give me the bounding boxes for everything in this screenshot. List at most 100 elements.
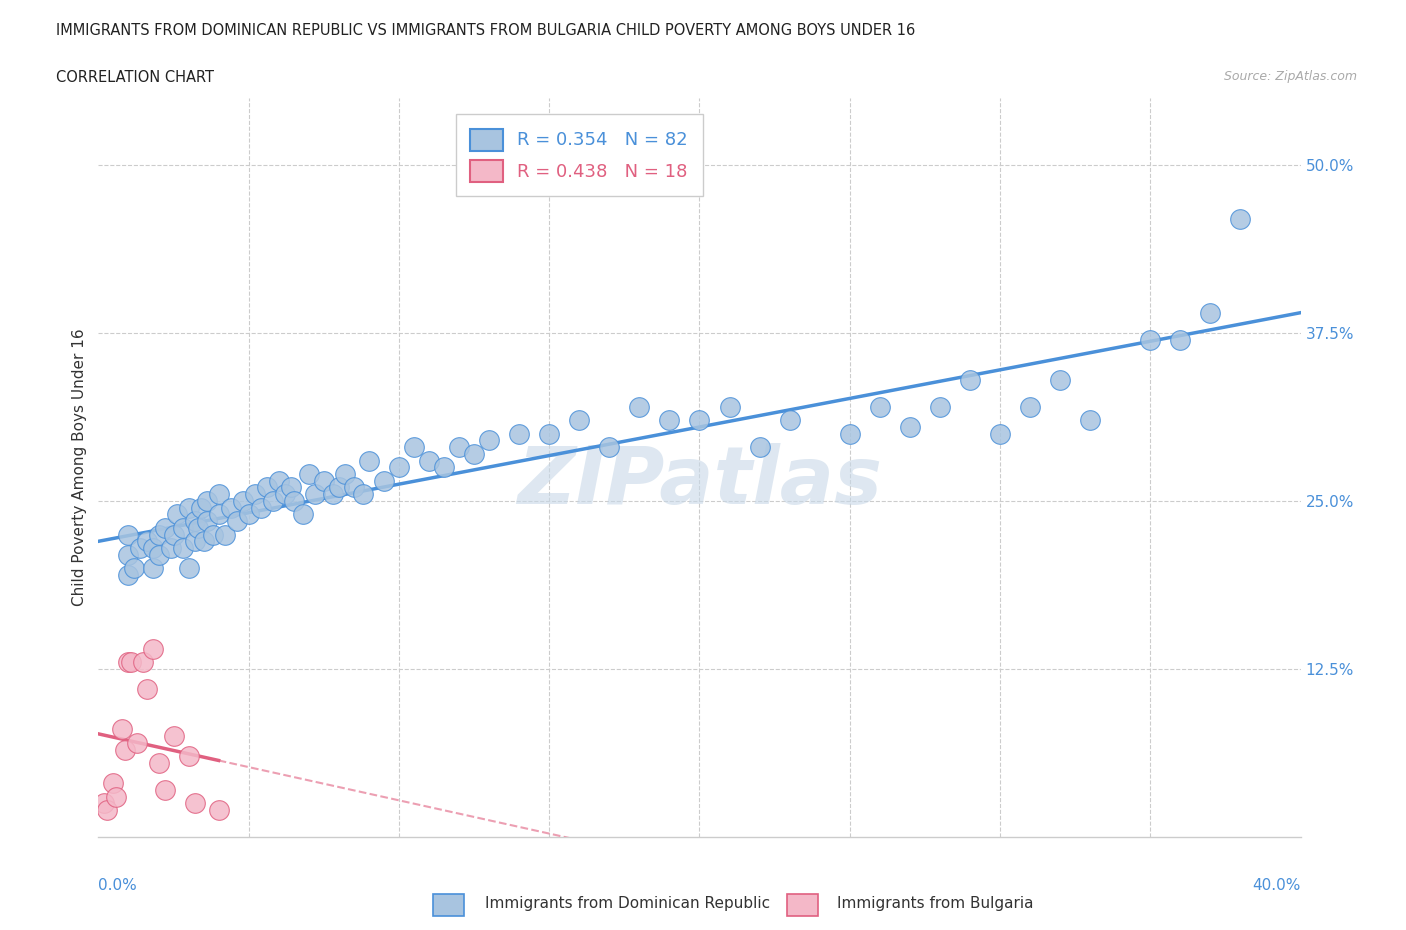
Point [117,547,139,562]
Text: Immigrants from Bulgaria: Immigrants from Bulgaria [837,897,1033,911]
Point [238,507,260,522]
Point [1078,413,1101,428]
Text: IMMIGRANTS FROM DOMINICAN REPUBLIC VS IMMIGRANTS FROM BULGARIA CHILD POVERTY AMO: IMMIGRANTS FROM DOMINICAN REPUBLIC VS IM… [56,23,915,38]
Point [124,561,146,576]
Point [322,486,344,501]
Point [243,486,266,501]
Point [127,736,149,751]
Point [177,500,200,515]
Point [195,494,218,509]
Point [208,507,231,522]
Point [141,561,163,576]
Point [1170,332,1192,347]
Point [568,413,591,428]
Text: CORRELATION CHART: CORRELATION CHART [56,70,214,85]
Point [225,513,247,528]
Point [177,561,200,576]
Point [402,440,425,455]
Point [219,500,242,515]
Point [172,540,194,555]
Point [256,480,278,495]
Point [135,682,157,697]
Point [96,803,118,817]
Point [135,534,157,549]
Point [312,473,335,488]
Point [280,480,302,495]
Point [121,655,143,670]
Point [929,399,952,414]
Point [117,655,139,670]
Text: Immigrants from Dominican Republic: Immigrants from Dominican Republic [485,897,770,911]
Point [111,722,134,737]
Point [718,399,741,414]
Point [208,486,231,501]
Point [343,480,366,495]
Point [148,547,170,562]
Legend: R = 0.354   N = 82, R = 0.438   N = 18: R = 0.354 N = 82, R = 0.438 N = 18 [456,114,703,196]
Point [418,453,440,468]
Point [274,486,297,501]
Point [357,453,380,468]
Text: 0.0%: 0.0% [98,878,138,893]
Point [388,460,411,474]
Point [959,373,981,388]
Point [117,567,139,582]
Point [779,413,801,428]
Point [898,419,921,434]
Point [153,521,176,536]
Point [190,500,212,515]
Point [129,540,152,555]
Point [105,790,128,804]
Point [1019,399,1042,414]
Point [183,513,205,528]
Point [159,540,181,555]
Point [328,480,350,495]
Point [447,440,470,455]
Point [262,494,284,509]
Point [748,440,770,455]
Point [628,399,651,414]
Point [1139,332,1161,347]
Point [283,494,305,509]
Point [508,426,530,441]
Point [195,513,218,528]
Point [291,507,314,522]
Point [148,527,170,542]
Point [538,426,561,441]
Point [117,527,139,542]
Point [232,494,254,509]
Point [214,527,236,542]
Point [988,426,1011,441]
Text: ZIPatlas: ZIPatlas [517,443,882,521]
Point [103,776,125,790]
Point [869,399,891,414]
Point [208,803,231,817]
Point [141,642,163,657]
Point [373,473,395,488]
Point [162,729,184,744]
Text: 40.0%: 40.0% [1253,878,1301,893]
Point [598,440,620,455]
Point [478,433,501,448]
Point [201,527,224,542]
Point [298,467,321,482]
Point [183,796,205,811]
Point [177,749,200,764]
Point [166,507,188,522]
Point [433,460,456,474]
Point [183,534,205,549]
Point [132,655,155,670]
Point [352,486,374,501]
Point [153,782,176,797]
Point [249,500,271,515]
Point [193,534,215,549]
Point [162,527,184,542]
Point [463,446,485,461]
Y-axis label: Child Poverty Among Boys Under 16: Child Poverty Among Boys Under 16 [72,328,87,606]
Point [187,521,209,536]
Point [172,521,194,536]
Point [114,742,136,757]
Text: Source: ZipAtlas.com: Source: ZipAtlas.com [1223,70,1357,83]
Point [1229,211,1251,226]
Point [689,413,711,428]
